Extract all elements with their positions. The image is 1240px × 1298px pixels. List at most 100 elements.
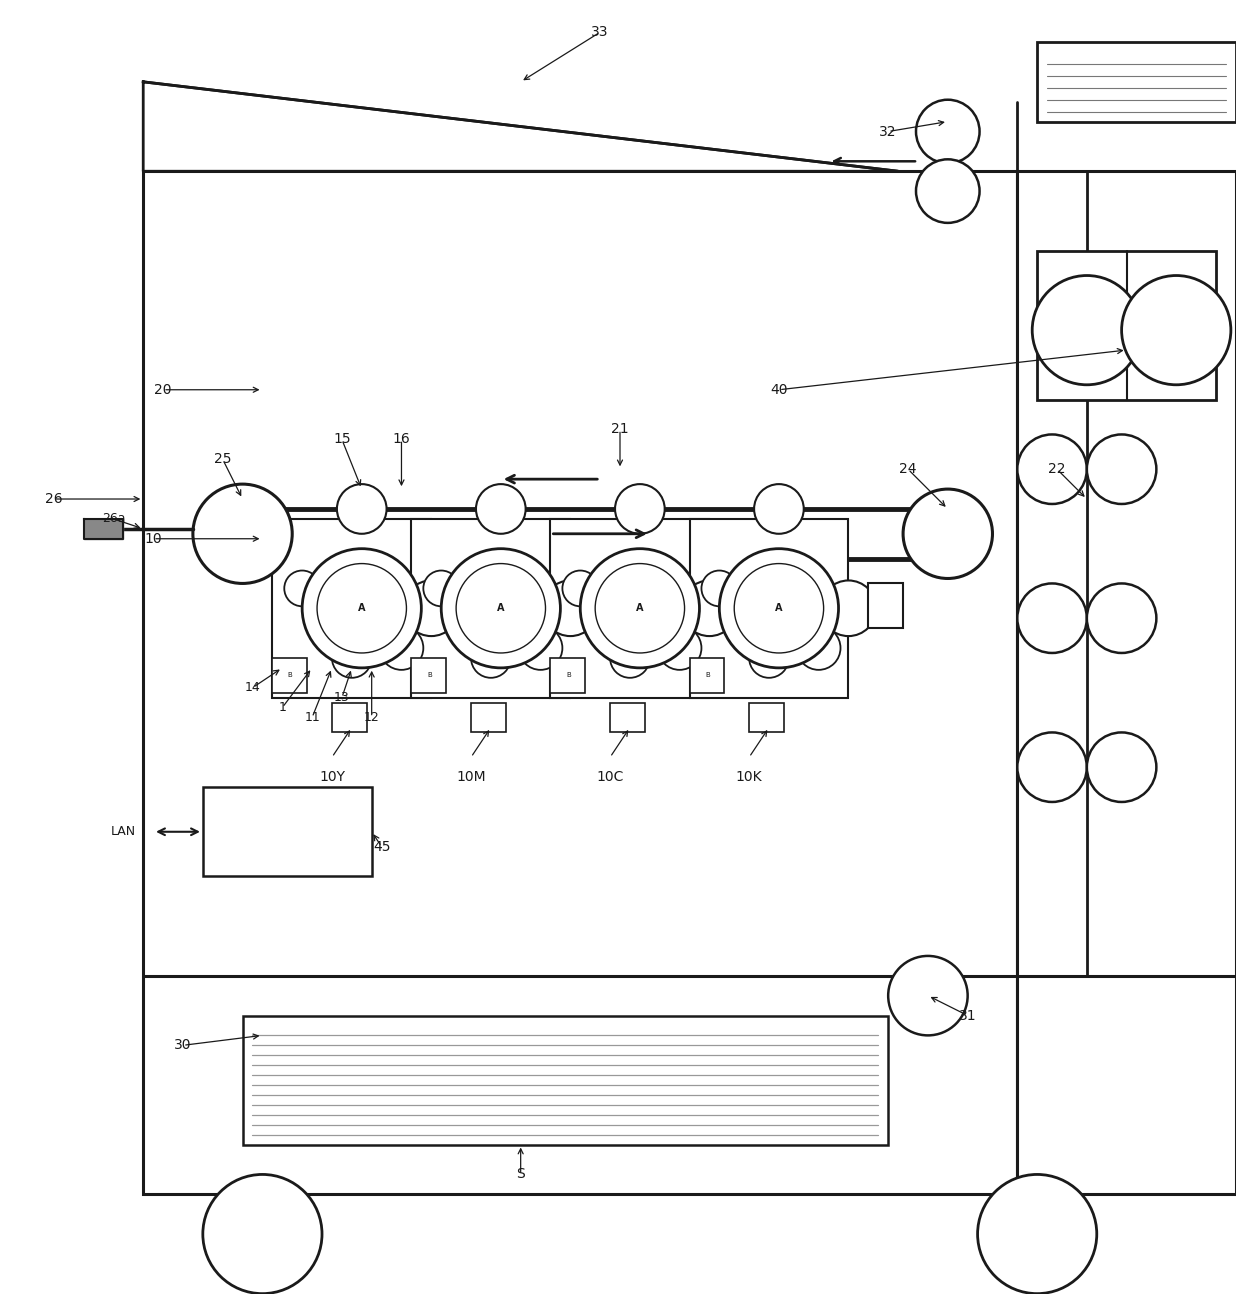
Bar <box>689 519 848 697</box>
Text: 14: 14 <box>244 681 260 694</box>
Circle shape <box>403 580 459 636</box>
Circle shape <box>749 639 789 678</box>
Polygon shape <box>144 82 898 171</box>
Text: 1: 1 <box>278 701 286 714</box>
Text: 30: 30 <box>174 1038 192 1053</box>
Text: A: A <box>358 604 366 613</box>
Text: 25: 25 <box>215 452 232 466</box>
Circle shape <box>456 563 546 653</box>
Circle shape <box>593 601 627 636</box>
Circle shape <box>423 571 459 606</box>
Text: 13: 13 <box>334 691 350 705</box>
Circle shape <box>332 639 372 678</box>
Circle shape <box>888 955 967 1036</box>
Circle shape <box>1086 435 1157 504</box>
Circle shape <box>732 601 768 636</box>
Circle shape <box>821 580 877 636</box>
Circle shape <box>193 484 293 583</box>
Text: S: S <box>516 1167 525 1181</box>
Text: 26: 26 <box>45 492 63 506</box>
Text: 10Y: 10Y <box>319 770 345 784</box>
Circle shape <box>1122 275 1231 384</box>
Text: 21: 21 <box>611 422 629 436</box>
Text: 32: 32 <box>879 125 897 139</box>
Bar <box>144 171 1017 1194</box>
Text: 10M: 10M <box>456 770 486 784</box>
Circle shape <box>615 484 665 533</box>
Text: LAN: LAN <box>110 826 136 839</box>
Circle shape <box>1032 275 1142 384</box>
Bar <box>868 583 903 628</box>
Text: 33: 33 <box>591 25 609 39</box>
Bar <box>749 702 784 732</box>
Bar <box>243 1015 888 1145</box>
Text: A: A <box>497 604 505 613</box>
Circle shape <box>1017 583 1086 653</box>
Circle shape <box>518 626 563 670</box>
Text: A: A <box>775 604 782 613</box>
Text: B: B <box>706 672 709 678</box>
Circle shape <box>453 601 489 636</box>
Circle shape <box>595 563 684 653</box>
Bar <box>610 702 645 732</box>
Circle shape <box>1086 583 1157 653</box>
Text: A: A <box>636 604 644 613</box>
Bar <box>551 658 585 693</box>
Circle shape <box>916 160 980 223</box>
Circle shape <box>657 626 702 670</box>
Circle shape <box>580 549 699 668</box>
Circle shape <box>734 563 823 653</box>
Text: 16: 16 <box>393 432 410 447</box>
Bar <box>412 519 570 697</box>
Text: 10C: 10C <box>596 770 624 784</box>
Circle shape <box>754 484 804 533</box>
Circle shape <box>977 1175 1096 1294</box>
Circle shape <box>719 549 838 668</box>
Text: B: B <box>288 672 293 678</box>
Circle shape <box>797 626 841 670</box>
Circle shape <box>1017 435 1086 504</box>
Text: 10: 10 <box>144 532 162 545</box>
Circle shape <box>441 549 560 668</box>
Circle shape <box>563 571 598 606</box>
Circle shape <box>471 639 511 678</box>
Bar <box>332 702 367 732</box>
Text: 22: 22 <box>1048 462 1066 476</box>
Bar <box>273 519 432 697</box>
Bar <box>1037 42 1236 122</box>
Text: 20: 20 <box>154 383 172 397</box>
Text: 10K: 10K <box>735 770 763 784</box>
Circle shape <box>284 571 320 606</box>
Text: 11: 11 <box>304 711 320 724</box>
Text: 31: 31 <box>959 1009 976 1023</box>
Circle shape <box>203 1175 322 1294</box>
Circle shape <box>916 100 980 164</box>
Bar <box>412 658 446 693</box>
Bar <box>273 658 308 693</box>
Circle shape <box>1086 732 1157 802</box>
Circle shape <box>317 563 407 653</box>
Circle shape <box>476 484 526 533</box>
Circle shape <box>903 489 992 579</box>
Circle shape <box>682 580 738 636</box>
Circle shape <box>1017 732 1086 802</box>
Text: 45: 45 <box>373 840 391 854</box>
Bar <box>1037 251 1216 400</box>
Bar <box>203 787 372 876</box>
Text: 26a: 26a <box>102 513 125 526</box>
Circle shape <box>314 601 350 636</box>
Circle shape <box>702 571 738 606</box>
Bar <box>689 658 724 693</box>
Polygon shape <box>83 519 123 539</box>
Text: 40: 40 <box>770 383 787 397</box>
Bar <box>551 519 709 697</box>
Text: B: B <box>427 672 432 678</box>
Text: 15: 15 <box>334 432 351 447</box>
Bar <box>471 702 506 732</box>
Text: 24: 24 <box>899 462 916 476</box>
Text: B: B <box>565 672 570 678</box>
Circle shape <box>337 484 387 533</box>
Circle shape <box>610 639 650 678</box>
Bar <box>1017 171 1236 1194</box>
Circle shape <box>543 580 598 636</box>
